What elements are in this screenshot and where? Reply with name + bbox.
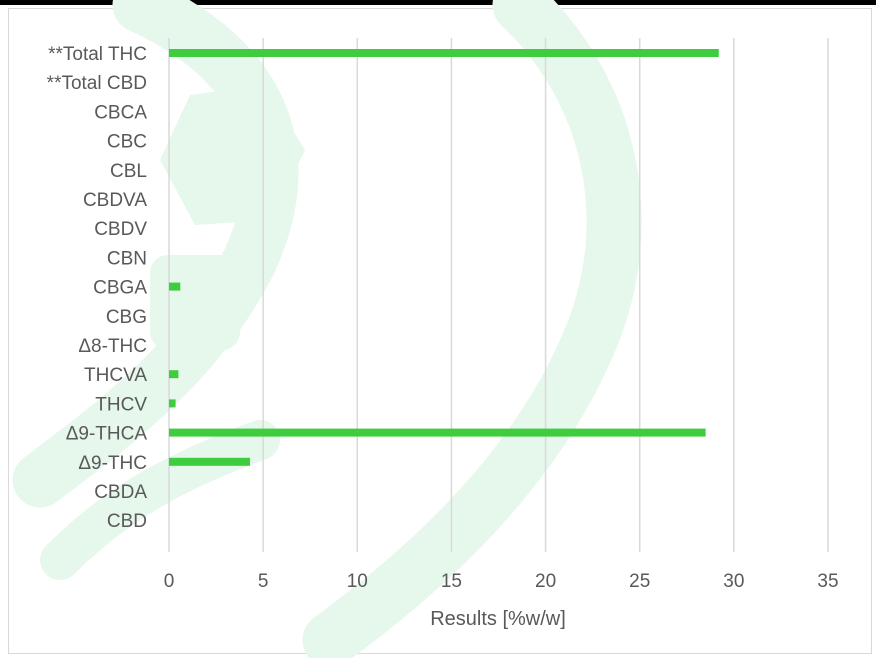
x-tick-label: 5 <box>258 571 269 592</box>
bar-9-thca <box>169 428 706 437</box>
category-label-9-thca: Δ9-THCA <box>66 424 148 445</box>
gridlines <box>168 38 829 552</box>
x-tick-label: 25 <box>629 571 650 592</box>
category-label-cbd: CBD <box>107 511 147 532</box>
category-label-cbda: CBDA <box>94 482 147 503</box>
bar-total-thc <box>169 49 719 57</box>
category-label-cbc: CBC <box>107 132 147 153</box>
bar-cbga <box>169 282 181 291</box>
category-label-cbg: CBG <box>106 307 147 328</box>
x-axis-label: Results [%w/w] <box>430 608 566 630</box>
category-label-8-thc: Δ8-THC <box>78 336 147 357</box>
category-label-cbga: CBGA <box>93 278 147 299</box>
bar-9-thc <box>169 457 250 466</box>
category-label-total-thc: **Total THC <box>48 44 147 65</box>
category-label-thcva: THCVA <box>84 365 147 386</box>
category-label-cbn: CBN <box>107 248 147 269</box>
category-label-cbdv: CBDV <box>94 219 147 240</box>
x-tick-label: 15 <box>441 571 462 592</box>
bars <box>169 49 719 466</box>
bar-thcva <box>169 370 179 379</box>
category-label-cbca: CBCA <box>94 102 147 123</box>
x-tick-labels: 0 5 10 15 20 25 30 35 <box>164 571 839 592</box>
category-label-total-cbd: **Total CBD <box>47 73 147 94</box>
x-tick-label: 35 <box>817 571 838 592</box>
chart-frame <box>8 8 872 654</box>
category-label-thcv: THCV <box>95 394 147 415</box>
category-label-cbl: CBL <box>110 161 147 182</box>
x-tick-label: 0 <box>164 571 175 592</box>
bar-thcv <box>169 399 176 408</box>
category-labels: **Total THC **Total CBD CBCA CBC CBL CBDVA CBD… <box>47 44 148 532</box>
x-tick-label: 10 <box>347 571 368 592</box>
category-label-cbdva: CBDVA <box>83 190 147 211</box>
x-tick-label: 20 <box>535 571 556 592</box>
x-tick-label: 30 <box>723 571 744 592</box>
top-border <box>0 0 876 5</box>
category-label-9-thc: Δ9-THC <box>78 453 147 474</box>
